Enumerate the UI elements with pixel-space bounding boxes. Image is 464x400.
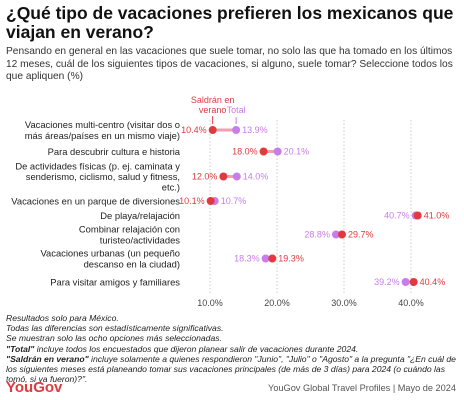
summer-point (413, 211, 422, 220)
category-label: De actividades físicas (p. ej. caminata … (15, 160, 180, 171)
summer-point (268, 254, 277, 263)
summer-value-label: 10.4% (181, 125, 207, 135)
total-value-label: 13.9% (242, 125, 268, 135)
total-point (232, 172, 241, 181)
category-label: descanso en la ciudad) (84, 258, 180, 269)
footnote: Resultados solo para México. (6, 313, 462, 323)
footnote-text: Todas las diferencias son estadísticamen… (6, 323, 224, 334)
total-value-label: 20.1% (284, 147, 310, 157)
summer-value-label: 40.4% (420, 277, 446, 287)
total-point (261, 254, 270, 263)
summer-point (409, 278, 418, 286)
footnote: Todas las diferencias son estadísticamen… (6, 323, 462, 333)
legend-summer-label: Saldrán en (191, 95, 235, 105)
chart-title: ¿Qué tipo de vacaciones prefieren los me… (6, 3, 454, 42)
category-label: De playa/relajación (100, 210, 180, 221)
summer-value-label: 41.0% (424, 211, 450, 221)
category-label: etc.) (162, 182, 180, 193)
summer-value-label: 10.1% (179, 196, 205, 206)
x-tick-label: 10.0% (197, 298, 223, 308)
total-value-label: 39.2% (374, 277, 400, 287)
total-point (273, 147, 282, 156)
summer-value-label: 19.3% (278, 254, 304, 264)
total-value-label: 10.7% (221, 196, 247, 206)
summer-value-label: 12.0% (192, 172, 218, 182)
summer-value-label: 18.0% (232, 147, 258, 157)
footnote-text: incluye todos los encuestados que dijero… (34, 343, 359, 354)
category-label: Vacaciones multi-centro (visitar dos o (25, 119, 180, 130)
total-value-label: 28.8% (304, 230, 330, 240)
footnote: "Saldrán en verano" incluye solamente a … (6, 354, 462, 385)
source-note: YouGov Global Travel Profiles | Mayo de … (268, 383, 456, 393)
footnote-term: "Total" (6, 343, 35, 354)
total-point (232, 126, 241, 134)
total-value-label: 14.0% (243, 172, 269, 182)
footnote-text: Se muestran solo las ocho opciones más s… (6, 333, 222, 344)
total-point (331, 230, 340, 239)
category-label: Vacaciones urbanas (un pequeño (40, 248, 180, 259)
total-value-label: 40.7% (384, 211, 410, 221)
category-label: más áreas/países en un mismo viaje) (25, 130, 180, 141)
category-label: turisteo/actividades (100, 234, 181, 245)
yougov-logo: YouGov (6, 379, 63, 396)
x-tick-label: 40.0% (398, 298, 424, 308)
summer-value-label: 29.7% (348, 230, 374, 240)
footnote-term: "Saldrán en verano" (6, 353, 89, 364)
summer-point (219, 172, 228, 181)
chart-subtitle: Pensando en general en las vacaciones qu… (6, 46, 453, 83)
footnote-text: incluye solamente a quienes respondieron… (6, 353, 456, 385)
category-label: senderismo, ciclismo, salud y fitness, (26, 171, 180, 182)
x-tick-label: 20.0% (264, 298, 290, 308)
footnote: "Total" incluye todos los encuestados qu… (6, 344, 462, 354)
summer-point (259, 147, 268, 156)
total-point (401, 278, 410, 286)
summer-point (206, 197, 215, 205)
summer-point (337, 230, 346, 239)
footnotes: Resultados solo para México. Todas las di… (6, 313, 462, 384)
legend-summer-label: verano (199, 105, 227, 115)
summer-point (208, 126, 217, 134)
legend-total-label: Total (227, 105, 246, 115)
total-value-label: 18.3% (234, 254, 260, 264)
category-label: Combinar relajación con (79, 224, 180, 235)
category-label: Para visitar amigos y familiares (50, 277, 180, 288)
category-label: Para descubrir cultura e historia (48, 146, 181, 157)
category-label: Vacaciones en un parque de diversiones (11, 196, 180, 207)
x-tick-label: 30.0% (331, 298, 357, 308)
footnote-text: Resultados solo para México. (6, 313, 119, 323)
footnote: Se muestran solo las ocho opciones más s… (6, 333, 462, 343)
